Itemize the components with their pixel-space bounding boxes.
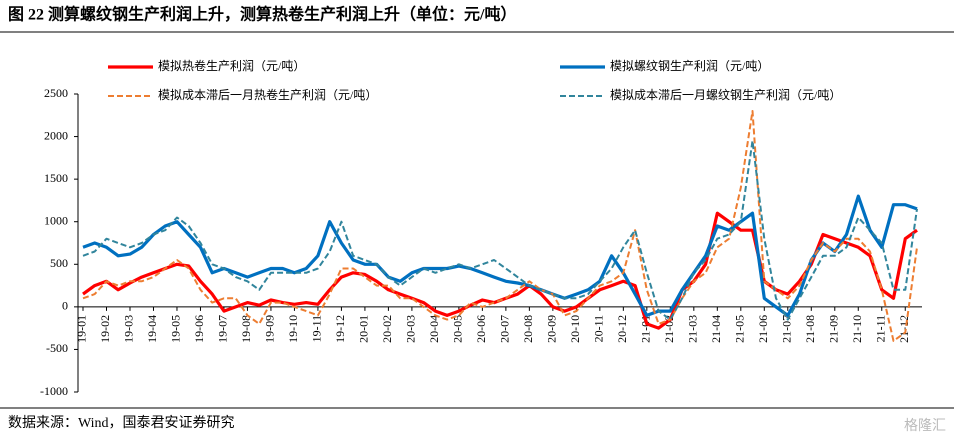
x-tick-label: 21-04: [709, 315, 723, 343]
y-tick-label: 1000: [44, 213, 68, 227]
legend-label: 模拟热卷生产利润（元/吨）: [158, 58, 305, 73]
y-tick-label: -500: [46, 341, 68, 355]
x-tick-label: 19-08: [239, 315, 253, 343]
x-tick-label: 19-09: [263, 315, 277, 343]
x-tick-label: 20-07: [498, 315, 512, 343]
x-tick-label: 20-06: [474, 315, 488, 343]
x-tick-label: 19-04: [145, 315, 159, 343]
y-tick-label: 2000: [44, 128, 68, 142]
legend-label: 模拟螺纹钢生产利润（元/吨）: [610, 59, 769, 73]
x-tick-label: 21-07: [780, 315, 794, 343]
x-tick-label: 21-11: [874, 315, 888, 343]
x-tick-label: 21-09: [827, 315, 841, 343]
x-tick-label: 20-12: [615, 315, 629, 343]
x-tick-label: 19-03: [122, 315, 136, 343]
x-tick-label: 21-06: [756, 315, 770, 343]
series-line: [82, 110, 918, 342]
x-tick-label: 19-02: [98, 315, 112, 343]
x-tick-label: 20-01: [357, 315, 371, 343]
x-tick-label: 19-11: [310, 315, 324, 343]
y-tick-label: 0: [62, 299, 68, 313]
x-tick-label: 20-10: [568, 315, 582, 343]
x-tick-label: 20-03: [404, 315, 418, 343]
x-tick-label: 21-08: [803, 315, 817, 343]
y-tick-label: -1000: [40, 384, 68, 398]
series-line: [82, 194, 918, 317]
x-tick-label: 20-04: [427, 315, 441, 343]
x-tick-label: 20-05: [451, 315, 465, 343]
x-tick-label: 21-05: [733, 315, 747, 343]
x-tick-label: 20-08: [521, 315, 535, 343]
legend-label: 模拟成本滞后一月热卷生产利润（元/吨）: [158, 87, 377, 102]
x-tick-label: 19-01: [75, 315, 89, 343]
x-tick-label: 21-03: [686, 315, 700, 343]
y-tick-label: 2500: [44, 86, 68, 100]
x-tick-label: 21-01: [639, 315, 653, 343]
x-tick-label: 21-10: [850, 315, 864, 343]
chart-title: 图 22 测算螺纹钢生产利润上升，测算热卷生产利润上升（单位：元/吨）: [8, 5, 516, 24]
x-tick-label: 20-11: [592, 315, 606, 343]
x-tick-label: 19-06: [192, 315, 206, 343]
x-tick-label: 20-02: [380, 315, 394, 343]
x-tick-label: 21-12: [897, 315, 911, 343]
x-tick-label: 19-05: [169, 315, 183, 343]
legend-label: 模拟成本滞后一月螺纹钢生产利润（元/吨）: [610, 88, 841, 102]
x-tick-label: 19-10: [286, 315, 300, 343]
source: 数据来源：Wind，国泰君安证券研究: [8, 415, 235, 431]
x-tick-label: 20-09: [545, 315, 559, 343]
series-line: [82, 139, 918, 321]
x-tick-label: 19-07: [216, 315, 230, 343]
watermark: 格隆汇: [904, 418, 946, 434]
y-tick-label: 1500: [44, 171, 68, 185]
x-tick-label: 19-12: [333, 315, 347, 343]
y-tick-label: 500: [50, 256, 68, 270]
